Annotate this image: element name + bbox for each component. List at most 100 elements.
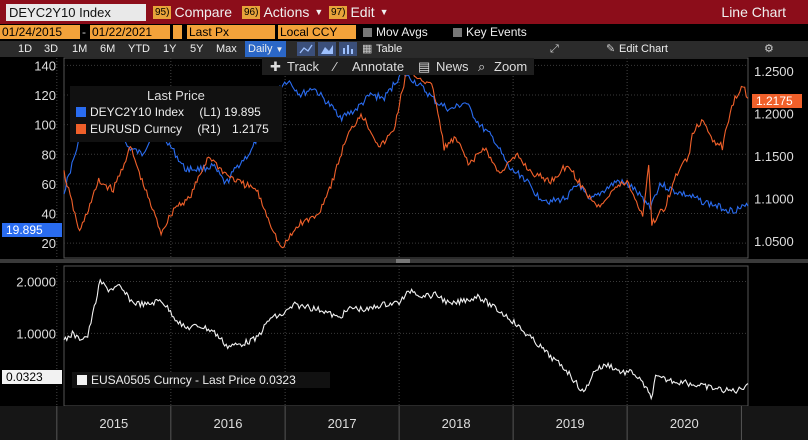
- ticker-input[interactable]: DEYC2Y10 Index: [6, 4, 146, 21]
- view-title: Line Chart: [721, 4, 786, 20]
- legend-series-name: DEYC2Y10 Index: [90, 105, 185, 119]
- left-tick-label: 20: [42, 236, 56, 251]
- last-value-tag-orange: 1.2175: [752, 94, 802, 108]
- table-grid-icon: ▦: [362, 43, 373, 55]
- news-button[interactable]: News: [436, 59, 469, 74]
- table-button[interactable]: Table: [376, 43, 403, 55]
- range-1m-button[interactable]: 1M: [72, 43, 88, 55]
- actions-menu-button[interactable]: 96) Actions ▼: [242, 4, 323, 21]
- x-tick-label: 2020: [670, 416, 699, 431]
- news-icon: ▤: [418, 59, 431, 74]
- last-value-tag-blue: 19.895: [2, 223, 62, 237]
- x-tick-label: 2015: [99, 416, 128, 431]
- bottom-y-axis: 1.0000 2.0000: [16, 275, 56, 342]
- left-tick-label: 120: [34, 88, 56, 103]
- chart-tools-bar: ✚ Track ∕ Annotate ▤ News ⌕ Zoom: [262, 58, 534, 75]
- key-events-checkbox[interactable]: [453, 28, 462, 37]
- mov-avgs-checkbox[interactable]: [363, 28, 372, 37]
- edit-number: 97): [329, 6, 348, 19]
- legend-item-eurusd[interactable]: EURUSD Curncy (R1) 1.2175: [76, 122, 269, 136]
- legend-value: 19.895: [224, 105, 261, 119]
- range-5y-button[interactable]: 5Y: [190, 43, 204, 55]
- right-tick-label: 1.1500: [754, 149, 794, 164]
- price-field-select[interactable]: Last Px: [187, 25, 267, 39]
- edit-label: Edit: [350, 4, 375, 20]
- left-tick-label: 80: [42, 147, 56, 162]
- range-ytd-button[interactable]: YTD: [128, 43, 150, 55]
- x-axis-band: [0, 406, 808, 440]
- x-tick-label: 2017: [328, 416, 357, 431]
- right-tick-label: 1.1000: [754, 191, 794, 206]
- start-date-field[interactable]: 01/24/2015: [0, 25, 80, 39]
- range-1y-button[interactable]: 1Y: [163, 43, 177, 55]
- x-tick-label: 2018: [442, 416, 471, 431]
- frequency-label: Daily: [248, 43, 273, 55]
- edit-menu-button[interactable]: 97) Edit ▼: [329, 4, 389, 21]
- compare-button[interactable]: 95) Compare: [153, 4, 232, 21]
- bar-chart-icon[interactable]: [339, 42, 357, 56]
- legend-axis: (L1): [199, 105, 221, 119]
- pencil-icon: ✎: [606, 43, 616, 55]
- x-axis: 2015 2016 2017 2018 2019 2020: [56, 406, 742, 440]
- left-axis: 20 40 60 80 100 120 140: [34, 58, 56, 251]
- key-events-label: Key Events: [466, 25, 527, 39]
- bottom-tick-label: 1.0000: [16, 326, 56, 341]
- annotate-icon: ∕: [334, 59, 337, 74]
- right-tick-label: 1.2000: [754, 106, 794, 121]
- chevron-down-icon: ▼: [314, 7, 324, 17]
- chevron-down-icon[interactable]: [266, 25, 275, 39]
- zoom-button[interactable]: Zoom: [494, 59, 528, 74]
- calendar-icon[interactable]: [173, 25, 182, 39]
- pane-splitter[interactable]: [0, 259, 808, 263]
- right-tick-label: 1.0500: [754, 234, 794, 249]
- edit-chart-button[interactable]: Edit Chart: [619, 43, 668, 55]
- legend-swatch-white: [77, 375, 87, 385]
- series-layer: [63, 67, 749, 401]
- range-6m-button[interactable]: 6M: [100, 43, 116, 55]
- right-tick-label: 1.2500: [754, 64, 794, 79]
- legend-value: 1.2175: [232, 122, 269, 136]
- legend-bottom[interactable]: EUSA0505 Curncy - Last Price 0.0323: [72, 372, 330, 388]
- last-value-tag-white: 0.0323: [2, 370, 62, 384]
- legend-bottom-text: EUSA0505 Curncy - Last Price 0.0323: [91, 373, 296, 387]
- mov-avgs-label: Mov Avgs: [376, 25, 428, 39]
- legend-axis: (R1): [197, 122, 221, 136]
- track-icon: ✚: [270, 59, 281, 74]
- actions-label: Actions: [263, 4, 310, 20]
- legend-item-deyc2y10[interactable]: DEYC2Y10 Index (L1) 19.895: [76, 105, 261, 119]
- bottom-tick-label: 2.0000: [16, 275, 56, 290]
- series-line-eusa0505: [63, 278, 749, 401]
- gear-icon[interactable]: ⚙: [764, 43, 774, 55]
- range-3d-button[interactable]: 3D: [44, 43, 59, 55]
- end-date-field[interactable]: 01/22/2021: [90, 25, 170, 39]
- title-bar: DEYC2Y10 Index 95) Compare 96) Actions ▼ 97…: [0, 0, 808, 24]
- x-tick-label: 2016: [214, 416, 243, 431]
- date-separator: -: [82, 25, 86, 39]
- line-chart-icon[interactable]: [297, 42, 315, 56]
- series-line-eurusd: [63, 67, 749, 249]
- range-toolbar: 1D 3D 1M 6M YTD 1Y 5Y Max Daily ▼ ▦ Tabl…: [0, 41, 808, 57]
- track-button[interactable]: Track: [287, 59, 320, 74]
- magnifier-icon: ⌕: [478, 59, 486, 74]
- chevron-down-icon[interactable]: [347, 25, 356, 39]
- compare-number: 95): [153, 6, 172, 19]
- mountain-chart-icon[interactable]: [318, 42, 336, 56]
- right-axis: 1.0500 1.1000 1.1500 1.2000 1.2500: [754, 64, 794, 249]
- range-max-button[interactable]: Max: [216, 43, 237, 55]
- left-tick-label: 60: [42, 177, 56, 192]
- splitter-handle[interactable]: [396, 259, 410, 263]
- annotate-button[interactable]: Annotate: [352, 59, 405, 74]
- left-tick-label: 40: [42, 207, 56, 222]
- legend-series-name: EURUSD Curncy: [90, 122, 183, 136]
- range-1d-button[interactable]: 1D: [18, 43, 33, 55]
- series-line-deyc2y10: [63, 70, 749, 214]
- chevron-down-icon: ▼: [379, 7, 389, 17]
- expand-icon[interactable]: ⤢: [550, 43, 559, 55]
- left-tick-label: 140: [34, 58, 56, 73]
- legend-top: Last Price DEYC2Y10 Index (L1) 19.895 EU…: [70, 86, 282, 142]
- compare-label: Compare: [174, 4, 233, 20]
- actions-number: 96): [242, 6, 261, 19]
- currency-select[interactable]: Local CCY: [278, 25, 348, 39]
- left-tick-label: 100: [34, 118, 56, 133]
- frequency-select[interactable]: Daily ▼: [245, 41, 287, 57]
